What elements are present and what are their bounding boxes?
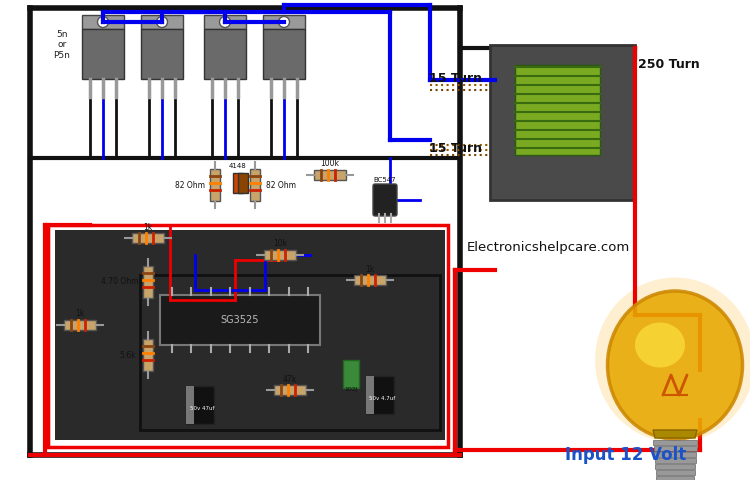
Text: Electronicshelpcare.com: Electronicshelpcare.com	[466, 241, 630, 254]
Bar	[132, 233, 164, 243]
Circle shape	[98, 16, 109, 27]
Bar	[204, 15, 246, 29]
Text: 5n
or
P5n: 5n or P5n	[53, 30, 70, 60]
Text: SG3525: SG3525	[220, 315, 260, 325]
Bar	[354, 275, 386, 285]
Bar	[143, 339, 153, 371]
Bar	[55, 230, 445, 440]
Bar	[233, 173, 243, 193]
Bar	[490, 45, 635, 200]
Circle shape	[220, 16, 230, 27]
Ellipse shape	[595, 277, 750, 443]
Text: 1k: 1k	[75, 310, 85, 319]
Text: 82 Ohm: 82 Ohm	[266, 180, 296, 190]
Bar	[653, 446, 697, 451]
Bar	[653, 440, 697, 445]
Bar	[654, 452, 696, 457]
Text: 102J: 102J	[344, 387, 358, 392]
Bar	[204, 29, 246, 79]
Bar	[366, 376, 374, 414]
Text: 4148: 4148	[230, 163, 247, 169]
Bar	[655, 464, 695, 469]
Bar	[656, 476, 694, 480]
Bar	[141, 15, 183, 29]
Polygon shape	[653, 430, 697, 438]
Circle shape	[278, 16, 290, 27]
Bar	[82, 15, 124, 29]
Bar	[48, 225, 448, 447]
Text: 1k: 1k	[365, 264, 375, 274]
Bar	[141, 29, 183, 79]
Circle shape	[157, 16, 167, 27]
Bar	[140, 275, 440, 430]
Bar	[210, 169, 220, 201]
Bar	[238, 173, 248, 193]
Bar	[186, 386, 214, 424]
Bar	[656, 470, 694, 475]
Text: 1k: 1k	[143, 223, 153, 231]
Bar	[343, 360, 359, 388]
FancyBboxPatch shape	[373, 184, 397, 216]
Text: 10k: 10k	[273, 240, 287, 249]
Bar	[264, 250, 296, 260]
Bar	[82, 29, 124, 79]
Bar	[263, 29, 305, 79]
Bar	[263, 15, 305, 29]
Bar	[314, 170, 346, 180]
Text: 50v 47uf: 50v 47uf	[190, 407, 214, 411]
Bar	[366, 376, 394, 414]
Bar	[274, 385, 306, 395]
Bar	[64, 320, 96, 330]
Text: 47k: 47k	[283, 374, 297, 384]
Bar	[143, 266, 153, 298]
Text: 4.70 Ohm: 4.70 Ohm	[101, 277, 139, 287]
Text: 50v 4.7uf: 50v 4.7uf	[369, 396, 395, 401]
Text: Input 12 Volt: Input 12 Volt	[565, 446, 686, 464]
Text: 100k: 100k	[320, 158, 340, 168]
Bar	[160, 295, 320, 345]
Bar	[515, 65, 600, 155]
Text: 250 Turn: 250 Turn	[638, 59, 700, 72]
Text: BC547: BC547	[374, 177, 396, 183]
Text: 82 Ohm: 82 Ohm	[175, 180, 205, 190]
Text: 5.6k: 5.6k	[120, 350, 136, 360]
Text: 15 Turn: 15 Turn	[429, 142, 482, 155]
Ellipse shape	[608, 291, 742, 439]
Bar	[250, 169, 260, 201]
Bar	[655, 458, 695, 463]
Ellipse shape	[635, 323, 685, 368]
Text: 15 Turn: 15 Turn	[429, 72, 482, 84]
Bar	[186, 386, 194, 424]
